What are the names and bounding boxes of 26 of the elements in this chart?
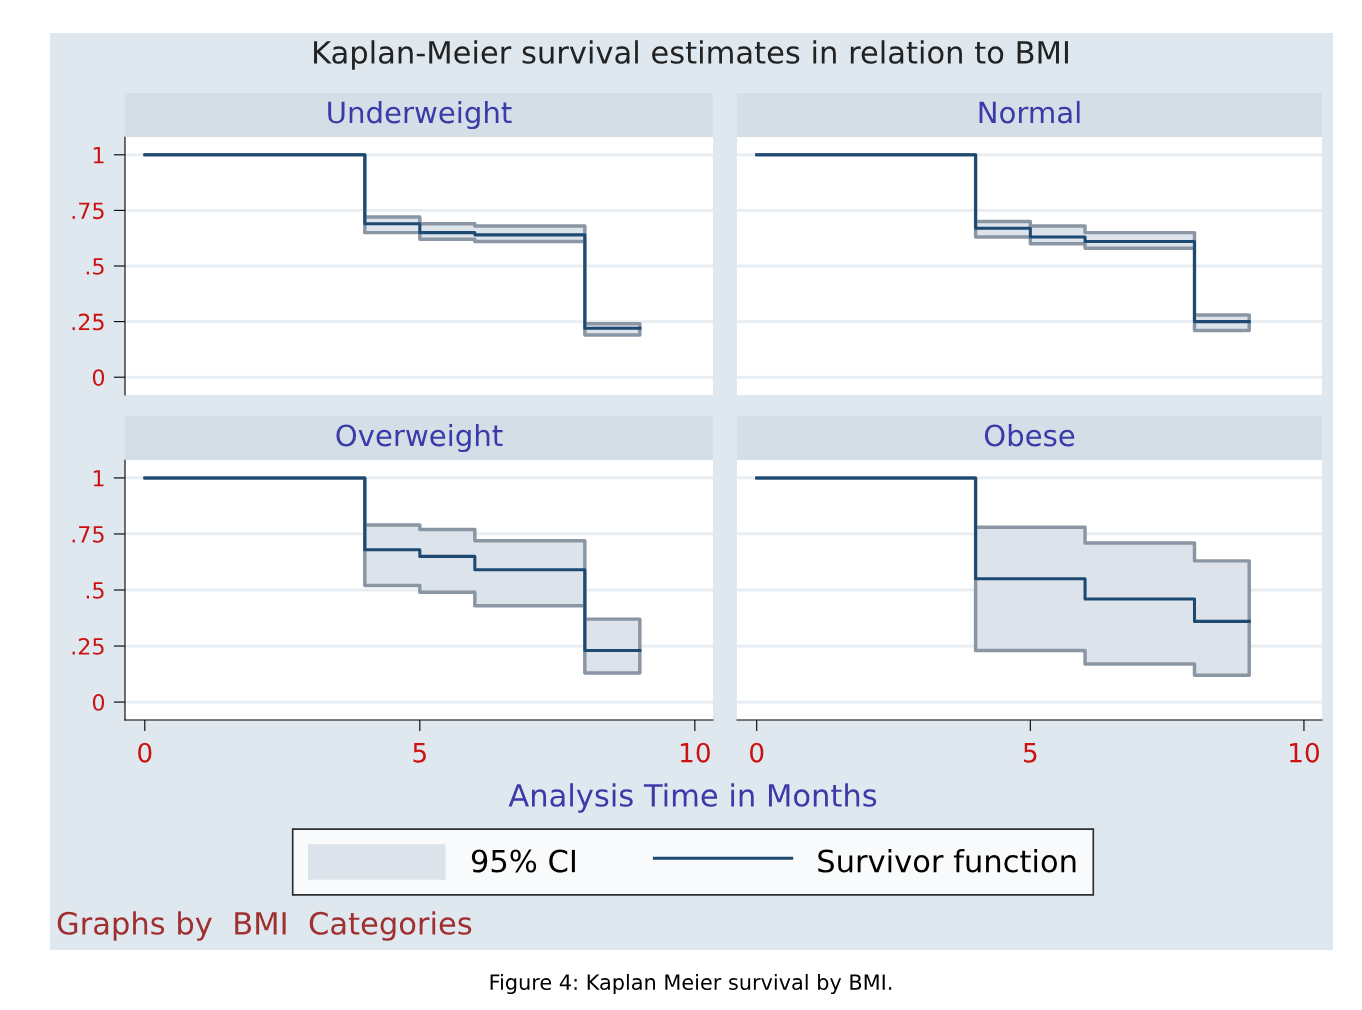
- y-tick-label: 1: [93, 470, 104, 487]
- y-tick-label: .5: [86, 258, 104, 275]
- y-tick-label: .75: [72, 526, 104, 543]
- x-tick-label: 5: [1023, 743, 1037, 763]
- caption: Figure 4: Kaplan Meier survival by BMI.: [490, 973, 892, 995]
- chart-title: Obese: [984, 423, 1075, 447]
- text: 95% CI: [471, 849, 575, 873]
- y-tick-label: .25: [72, 313, 104, 331]
- y-tick-label: 0: [92, 694, 105, 711]
- x-tick-label: 10: [1290, 742, 1319, 763]
- x-tick-label: 0: [138, 742, 152, 763]
- y-tick-label: .25: [72, 637, 104, 655]
- y-tick-label: 0: [92, 369, 105, 386]
- x-tick-label: 10: [680, 742, 710, 763]
- x-tick-label: 0: [750, 742, 764, 763]
- y-tick-label: 1: [93, 147, 104, 164]
- legend-label: Survivor function: [818, 848, 1076, 873]
- y-tick-label: .75: [72, 202, 104, 220]
- chart-title: Overweight: [336, 423, 503, 453]
- text: Kaplan-Meier survival estimates in relation to BMI: [314, 40, 1068, 70]
- chart-title: Underweight: [328, 100, 512, 130]
- chart-title: Normal: [979, 100, 1080, 124]
- y-tick-label: .5: [86, 582, 104, 599]
- x-tick-label: 5: [413, 743, 426, 763]
- text: Graphs by BMI Categories: [57, 911, 472, 941]
- x-axis-title: Analysis Time in Months: [508, 783, 877, 813]
